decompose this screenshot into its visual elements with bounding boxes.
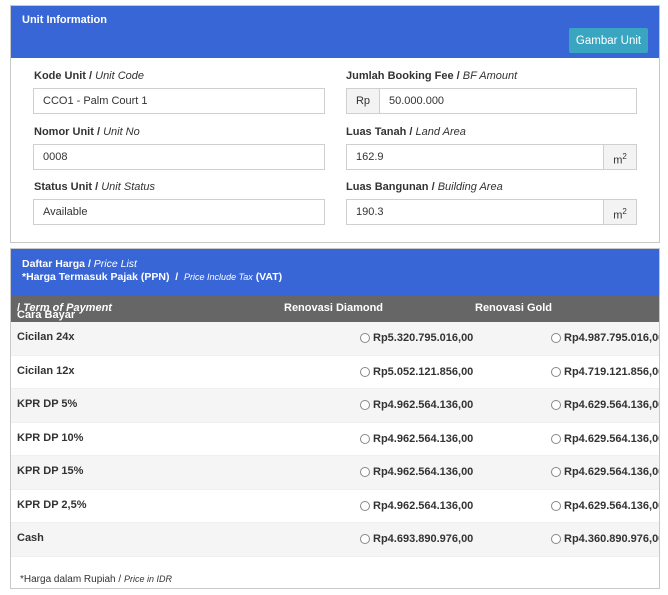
table-row: Cicilan 24x Rp5.320.795.016,00 Rp4.987.795…	[11, 322, 659, 356]
price-footnote: *Harga dalam Rupiah / Price in IDR	[20, 574, 172, 585]
status-unit-label: Status Unit / Unit Status	[34, 181, 156, 193]
gold-price-value: Rp4.360.890.976,00	[564, 533, 659, 545]
radio-icon[interactable]	[551, 400, 561, 410]
luas-bangunan-label: Luas Bangunan / Building Area	[346, 181, 503, 193]
diamond-price-value: Rp4.962.564.136,00	[373, 466, 474, 478]
price-list-subtitle: *Harga Termasuk Pajak (PPN) / Price Incl…	[22, 271, 283, 283]
table-row: Cash Rp4.693.890.976,00 Rp4.360.890.976,00	[11, 523, 659, 557]
gold-price-value: Rp4.719.121.856,00	[564, 365, 659, 378]
price-list-title: Daftar Harga / Price List	[22, 258, 137, 270]
gold-price-value: Rp4.629.564.136,00	[564, 466, 659, 478]
radio-icon[interactable]	[551, 433, 561, 444]
payment-term-label: Cicilan 12x	[17, 364, 75, 377]
luas-bangunan-field[interactable]: 190.3	[346, 199, 604, 225]
kode-unit-field[interactable]: CCO1 - Palm Court 1	[33, 88, 325, 114]
payment-term-label: KPR DP 5%	[17, 398, 78, 410]
gold-price-value: Rp4.987.795.016,00	[564, 332, 659, 344]
radio-icon[interactable]	[551, 534, 561, 544]
column-diamond: Renovasi Diamond	[284, 302, 384, 314]
diamond-price-option[interactable]: Rp4.962.564.136,00	[360, 433, 473, 445]
column-payment: Cara Bayar / Term of Payment	[17, 302, 112, 321]
nomor-unit-label: Nomor Unit / Unit No	[34, 126, 140, 138]
payment-term-label: KPR DP 2,5%	[17, 498, 87, 511]
gold-price-option[interactable]: Rp4.629.564.136,00	[551, 399, 659, 411]
unit-information-header: Unit Information Gambar Unit	[11, 6, 659, 58]
diamond-price-option[interactable]: Rp4.962.564.136,00	[360, 500, 473, 512]
gold-price-option[interactable]: Rp4.360.890.976,00	[551, 533, 659, 545]
diamond-price-option[interactable]: Rp4.962.564.136,00	[360, 466, 473, 478]
luas-bangunan-unit: m2	[603, 199, 637, 225]
payment-term-label: Cicilan 24x	[17, 331, 75, 343]
radio-icon[interactable]	[360, 333, 370, 343]
diamond-price-option[interactable]: Rp5.052.121.856,00	[360, 366, 473, 378]
diamond-price-option[interactable]: Rp5.320.795.016,00	[360, 332, 473, 344]
unit-information-title: Unit Information	[22, 14, 107, 26]
gold-price-option[interactable]: Rp4.629.564.136,00	[551, 433, 659, 445]
table-row: Cicilan 12x Rp5.052.121.856,00 Rp4.719.121…	[11, 355, 659, 389]
radio-icon[interactable]	[360, 534, 370, 544]
luas-tanah-label: Luas Tanah / Land Area	[346, 126, 466, 138]
table-row: KPR DP 15% Rp4.962.564.136,00 Rp4.629.564.…	[11, 456, 659, 490]
radio-icon[interactable]	[551, 366, 561, 377]
table-row: KPR DP 10% Rp4.962.564.136,00 Rp4.629.564.…	[11, 422, 659, 456]
gold-price-value: Rp4.629.564.136,00	[564, 499, 659, 512]
payment-term-label: Cash	[17, 532, 44, 544]
radio-icon[interactable]	[360, 500, 370, 511]
gold-price-option[interactable]: Rp4.629.564.136,00	[551, 466, 659, 478]
kode-unit-label: Kode Unit / Unit Code	[34, 70, 145, 82]
payment-term-label: KPR DP 10%	[17, 431, 84, 444]
unit-form: Kode Unit / Unit Code CCO1 - Palm Court …	[11, 58, 659, 242]
gold-price-option[interactable]: Rp4.629.564.136,00	[551, 500, 659, 512]
gold-price-value: Rp4.629.564.136,00	[564, 399, 659, 411]
diamond-price-value: Rp4.962.564.136,00	[373, 432, 474, 445]
payment-term-label: KPR DP 15%	[17, 465, 84, 477]
diamond-price-value: Rp4.693.890.976,00	[373, 533, 474, 545]
gold-price-option[interactable]: Rp4.987.795.016,00	[551, 332, 659, 344]
gold-price-value: Rp4.629.564.136,00	[564, 432, 659, 445]
diamond-price-value: Rp4.962.564.136,00	[373, 399, 474, 411]
diamond-price-value: Rp5.052.121.856,00	[373, 365, 474, 378]
luas-tanah-field[interactable]: 162.9	[346, 144, 604, 170]
unit-information-panel: Unit Information Gambar Unit Kode Unit /…	[10, 5, 660, 243]
nomor-unit-field[interactable]: 0008	[33, 144, 325, 170]
rp-prefix: Rp	[346, 88, 380, 114]
luas-tanah-unit: m2	[603, 144, 637, 170]
status-unit-field[interactable]: Available	[33, 199, 325, 225]
price-list-panel: Daftar Harga / Price List *Harga Termasu…	[10, 248, 660, 589]
booking-fee-label: Jumlah Booking Fee / BF Amount	[346, 70, 518, 82]
gold-price-option[interactable]: Rp4.719.121.856,00	[551, 366, 659, 378]
radio-icon[interactable]	[360, 467, 370, 477]
radio-icon[interactable]	[360, 366, 370, 377]
price-table-body: Cicilan 24x Rp5.320.795.016,00 Rp4.987.795…	[11, 322, 659, 557]
price-table-header: Cara Bayar / Term of Payment Renovasi Di…	[11, 295, 659, 322]
diamond-price-value: Rp4.962.564.136,00	[373, 499, 474, 512]
booking-fee-field[interactable]: 50.000.000	[379, 88, 637, 114]
column-gold: Renovasi Gold	[475, 302, 553, 314]
radio-icon[interactable]	[360, 400, 370, 410]
radio-icon[interactable]	[551, 467, 561, 477]
diamond-price-option[interactable]: Rp4.962.564.136,00	[360, 399, 473, 411]
table-row: KPR DP 2,5% Rp4.962.564.136,00 Rp4.629.564…	[11, 489, 659, 523]
radio-icon[interactable]	[360, 433, 370, 444]
price-table: Cara Bayar / Term of Payment Renovasi Di…	[11, 295, 659, 557]
price-list-header: Daftar Harga / Price List *Harga Termasu…	[11, 249, 659, 295]
gambar-unit-button[interactable]: Gambar Unit	[569, 28, 648, 53]
diamond-price-option[interactable]: Rp4.693.890.976,00	[360, 533, 473, 545]
radio-icon[interactable]	[551, 500, 561, 511]
radio-icon[interactable]	[551, 333, 561, 343]
diamond-price-value: Rp5.320.795.016,00	[373, 332, 474, 344]
table-row: KPR DP 5% Rp4.962.564.136,00 Rp4.629.564.1…	[11, 389, 659, 423]
